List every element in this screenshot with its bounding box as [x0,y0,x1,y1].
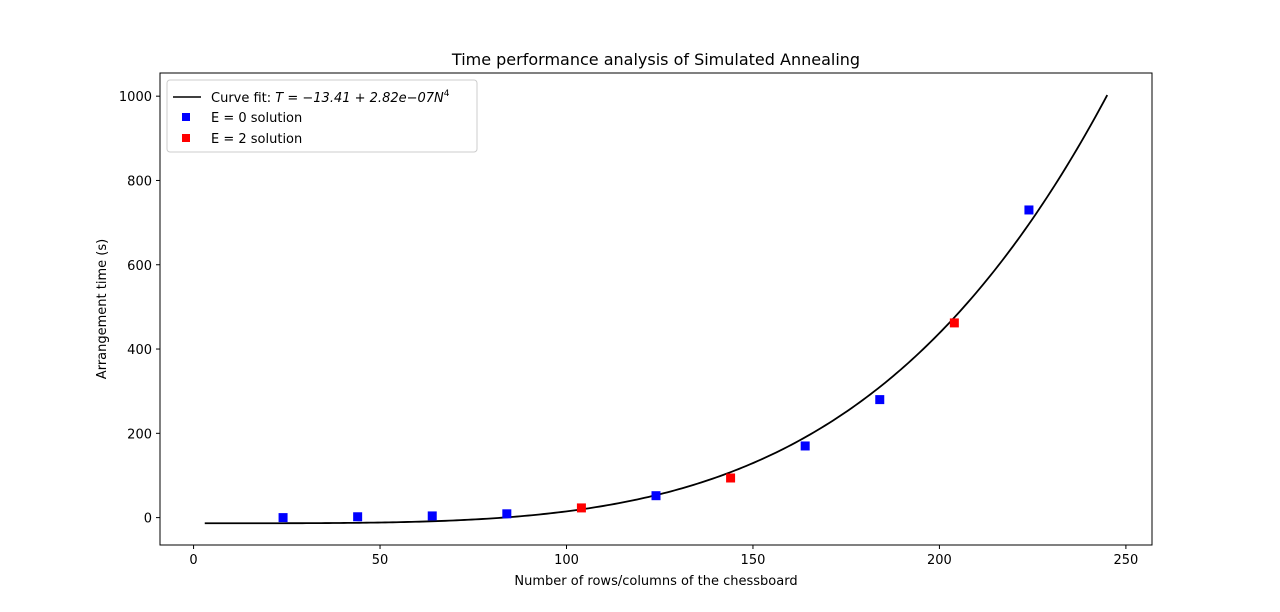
legend-marker-e2 [182,134,190,142]
x-tick-label: 100 [554,553,579,568]
x-axis: 0 50 100 150 200 250 [189,545,1138,568]
x-tick-label: 0 [189,553,197,568]
legend-marker-e0 [182,113,190,121]
legend-fit-prefix: Curve fit: [211,91,275,106]
legend-fit-formula: T = −13.41 + 2.82e−07N [275,91,444,106]
x-tick-label: 150 [741,553,766,568]
point-e0 [1024,205,1034,215]
legend: Curve fit: T = −13.41 + 2.82e−07N4 E = 0… [166,79,478,153]
point-e2 [576,503,586,513]
plot-frame [159,72,1153,546]
x-tick-label: 50 [372,553,389,568]
point-e0 [427,511,437,521]
y-tick-label: 0 [144,512,152,527]
y-tick-label: 200 [127,427,152,442]
point-e0 [875,395,885,405]
y-axis: 0 200 400 600 800 1000 [119,90,160,527]
point-e0 [278,513,288,523]
point-e0 [502,509,512,519]
chart-title: Time performance analysis of Simulated A… [451,50,860,69]
point-e0 [800,441,810,451]
point-e0 [651,491,661,501]
y-tick-label: 1000 [119,90,152,105]
legend-fit-exponent: 4 [444,89,450,99]
x-tick-label: 250 [1113,553,1138,568]
point-e2 [726,473,736,483]
points-layer [278,205,1034,523]
x-axis-label: Number of rows/columns of the chessboard [514,574,797,589]
point-e0 [353,512,363,522]
legend-fit-label: Curve fit: T = −13.41 + 2.82e−07N4 [211,89,450,106]
y-axis-label: Arrangement time (s) [95,239,110,379]
y-tick-label: 600 [127,259,152,274]
legend-box [166,79,478,153]
legend-label-e2: E = 2 solution [211,132,302,147]
y-tick-label: 400 [127,343,152,358]
legend-label-e0: E = 0 solution [211,111,302,126]
x-tick-label: 200 [927,553,952,568]
y-tick-label: 800 [127,174,152,189]
point-e2 [949,318,959,328]
